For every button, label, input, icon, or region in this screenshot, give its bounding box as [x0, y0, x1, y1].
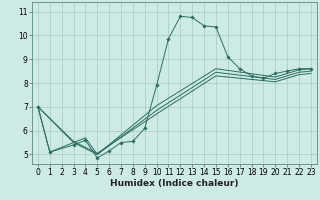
X-axis label: Humidex (Indice chaleur): Humidex (Indice chaleur) [110, 179, 239, 188]
